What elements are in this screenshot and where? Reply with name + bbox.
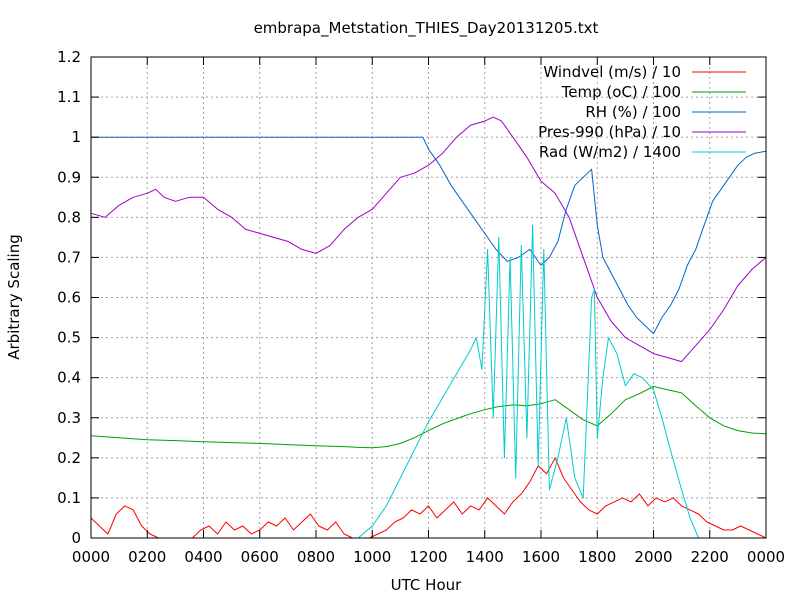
y-tick-label: 0.6	[57, 289, 81, 307]
y-tick-label: 1	[71, 128, 81, 146]
y-tick-label: 0.5	[57, 329, 81, 347]
y-tick-label: 0.9	[57, 168, 81, 186]
x-tick-label: 1600	[522, 548, 560, 566]
legend-label-2: RH (%) / 100	[585, 103, 681, 121]
legend: Windvel (m/s) / 10 Temp (oC) / 100 RH (%) …	[538, 63, 746, 161]
ticks: 0 0.1 0.2 0.3 0.4 0.5 0.6 0.7 0.8 0.9 1 1.1 1.2 0000 0…	[57, 48, 785, 566]
x-axis-label: UTC Hour	[391, 576, 462, 594]
y-tick-label: 0.1	[57, 489, 81, 507]
legend-label-0: Windvel (m/s) / 10	[543, 63, 681, 81]
y-tick-label: 0.8	[57, 208, 81, 226]
y-axis-label: Arbitrary Scaling	[5, 234, 23, 360]
y-tick-label: 0.3	[57, 409, 81, 427]
x-tick-label: 0400	[184, 548, 222, 566]
legend-label-1: Temp (oC) / 100	[561, 83, 681, 101]
y-tick-label: 0.7	[57, 248, 81, 266]
chart-title: embrapa_Metstation_THIES_Day20131205.txt	[254, 19, 599, 38]
plot-lines	[90, 116, 767, 539]
y-tick-label: 1.1	[57, 88, 81, 106]
x-tick-label: 0000	[747, 548, 785, 566]
series-line-3	[90, 116, 767, 363]
series-line-1	[90, 386, 767, 449]
series-line-4	[91, 224, 766, 539]
legend-label-3: Pres-990 (hPa) / 10	[538, 123, 681, 141]
x-tick-label: 0800	[297, 548, 335, 566]
x-tick-label: 1200	[409, 548, 447, 566]
x-tick-label: 0600	[241, 548, 279, 566]
x-tick-label: 0000	[72, 548, 110, 566]
series-line-0	[90, 457, 767, 539]
x-tick-label: 0200	[128, 548, 166, 566]
x-tick-label: 1000	[353, 548, 391, 566]
y-tick-label: 0.4	[57, 369, 81, 387]
y-tick-label: 0.2	[57, 449, 81, 467]
x-tick-label: 1400	[466, 548, 504, 566]
x-tick-label: 2000	[634, 548, 672, 566]
y-tick-label: 0	[71, 529, 81, 547]
series-line-2	[91, 136, 767, 335]
y-tick-label: 1.2	[57, 48, 81, 66]
x-tick-label: 1800	[578, 548, 616, 566]
legend-label-4: Rad (W/m2) / 1400	[539, 143, 681, 161]
x-tick-label: 2200	[691, 548, 729, 566]
